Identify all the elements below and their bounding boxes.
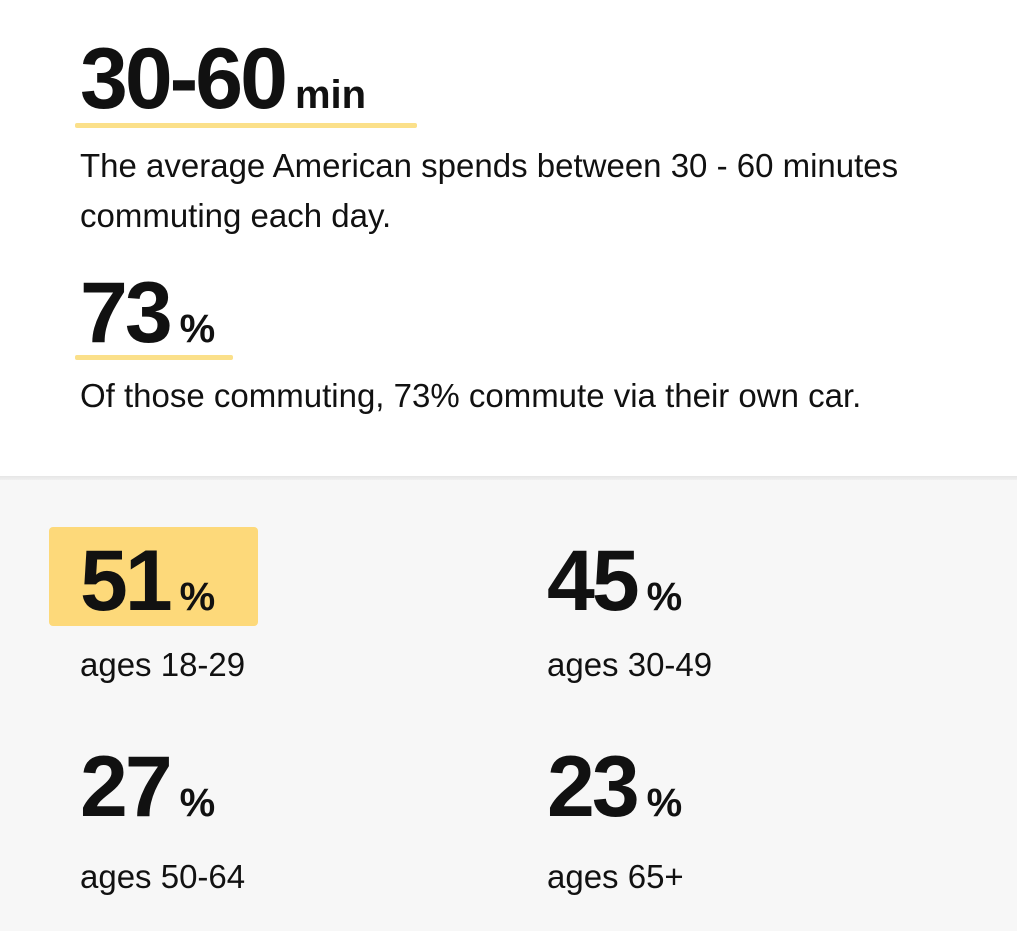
age-stat-value: 27	[80, 739, 173, 835]
age-stat-label: ages 50-64	[80, 858, 246, 895]
car-commute-description: Of those commuting, 73% commute via thei…	[80, 377, 862, 414]
car-commute-value: 73	[80, 265, 173, 361]
age-stat-label: ages 18-29	[80, 646, 246, 683]
commute-time-description: The average American spends between 30 -…	[80, 147, 899, 234]
age-stat-65-plus: 23%	[547, 744, 682, 830]
summary-section	[0, 0, 1017, 478]
car-commute-unit: %	[179, 307, 216, 351]
age-stat-50-64: 27%	[80, 744, 215, 830]
age-stat-unit: %	[646, 575, 683, 619]
age-stat-unit: %	[646, 781, 683, 825]
age-stat-18-29: 51%	[80, 538, 215, 624]
age-stat-value: 51	[80, 533, 173, 629]
age-stat-value: 45	[547, 533, 640, 629]
age-stat-label: ages 65+	[547, 858, 684, 895]
commute-time-underline	[75, 123, 417, 128]
car-commute-stat: 73%	[80, 270, 215, 356]
commute-time-stat: 30-60 min	[80, 36, 366, 122]
section-divider	[0, 476, 1017, 480]
highlighted-stat-background	[49, 527, 258, 626]
commute-time-unit: min	[294, 73, 367, 117]
age-stat-value: 23	[547, 739, 640, 835]
age-stat-unit: %	[179, 575, 216, 619]
age-stat-30-49: 45%	[547, 538, 682, 624]
commute-time-value: 30-60	[80, 31, 288, 127]
age-stat-unit: %	[179, 781, 216, 825]
age-stat-label: ages 30-49	[547, 646, 713, 683]
car-commute-underline	[75, 355, 233, 360]
